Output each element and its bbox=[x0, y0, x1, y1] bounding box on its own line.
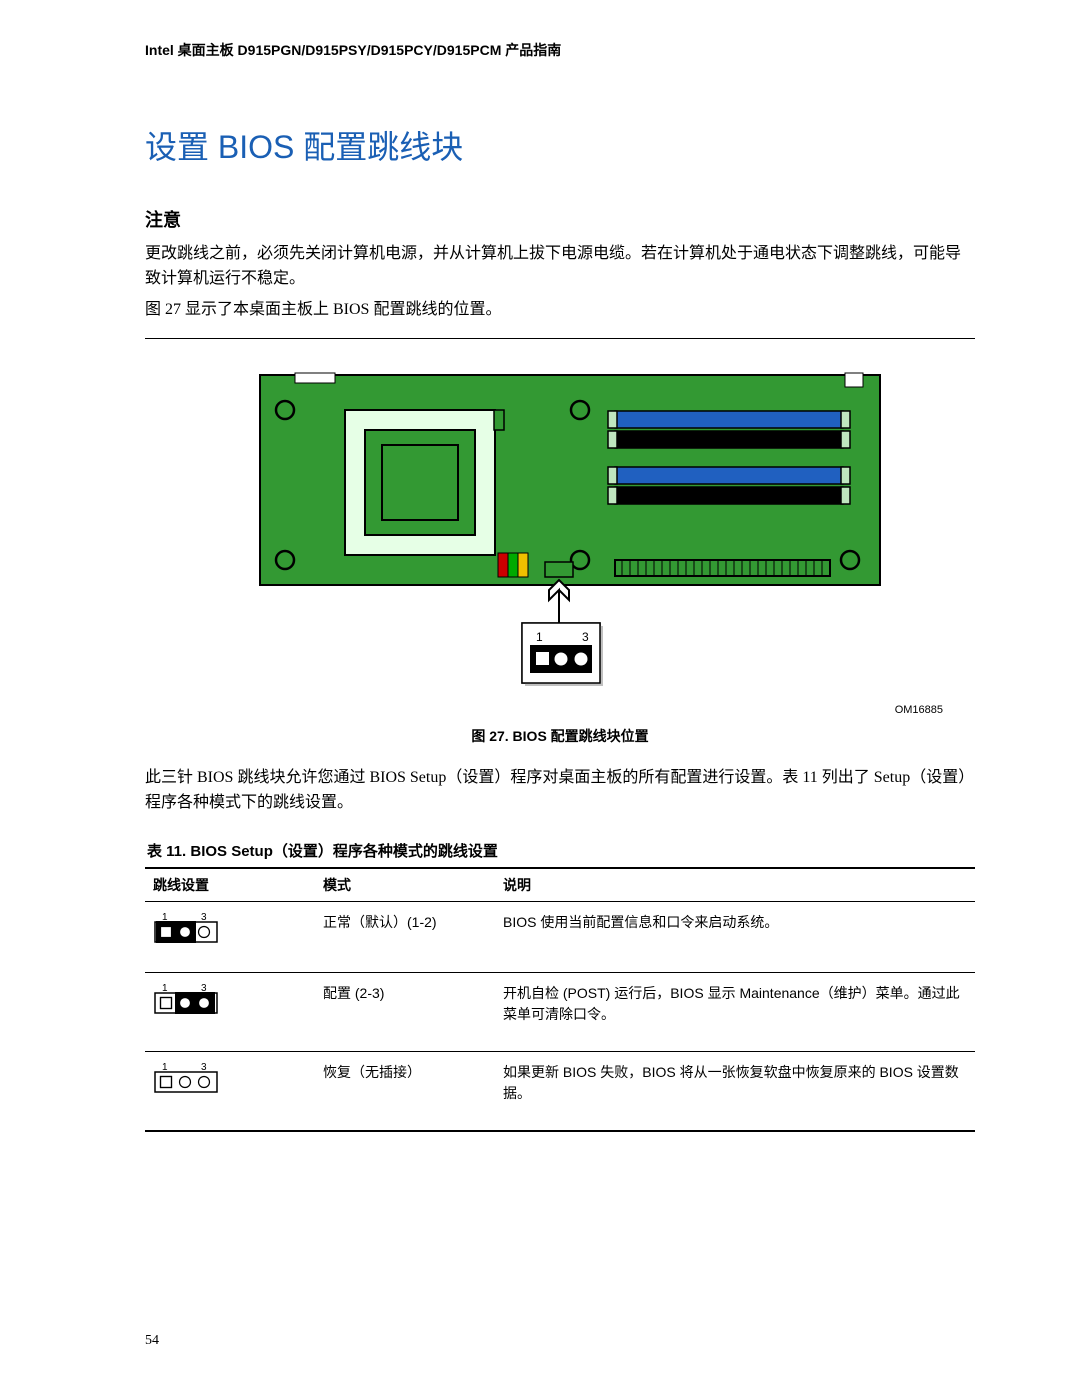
bios-jumper-table: 跳线设置 模式 说明 1 3 正常（默认）(1-2) BIOS 使用当前配置信息… bbox=[145, 867, 975, 1132]
attention-label: 注意 bbox=[145, 206, 975, 232]
document-header: Intel 桌面主板 D915PGN/D915PSY/D915PCY/D915P… bbox=[145, 40, 975, 60]
attention-paragraph-1: 更改跳线之前，必须先关闭计算机电源，并从计算机上拔下电源电缆。若在计算机处于通电… bbox=[145, 242, 975, 292]
cell-jumper: 1 3 bbox=[145, 1051, 315, 1131]
jumper-pin-label-1: 1 bbox=[536, 630, 543, 644]
table-header-desc: 说明 bbox=[495, 868, 975, 902]
table-row: 1 3 正常（默认）(1-2) BIOS 使用当前配置信息和口令来启动系统。 bbox=[145, 901, 975, 972]
attention-paragraph-2: 图 27 显示了本桌面主板上 BIOS 配置跳线的位置。 bbox=[145, 298, 975, 323]
jumper-pin-label-3: 3 bbox=[582, 630, 589, 644]
table-row: 1 3 配置 (2-3) 开机自检 (POST) 运行后，BIOS 显示 Mai… bbox=[145, 972, 975, 1051]
figure-27: 1 3 OM16885 bbox=[145, 365, 975, 716]
cell-desc: 如果更新 BIOS 失败，BIOS 将从一张恢复软盘中恢复原来的 BIOS 设置… bbox=[495, 1051, 975, 1131]
cell-desc: 开机自检 (POST) 运行后，BIOS 显示 Maintenance（维护）菜… bbox=[495, 972, 975, 1051]
page-number: 54 bbox=[145, 1333, 159, 1349]
after-figure-paragraph: 此三针 BIOS 跳线块允许您通过 BIOS Setup（设置）程序对桌面主板的… bbox=[145, 766, 975, 816]
cell-jumper: 1 3 bbox=[145, 901, 315, 972]
page-title: 设置 BIOS 配置跳线块 bbox=[145, 122, 975, 168]
table-header-mode: 模式 bbox=[315, 868, 495, 902]
figure-refnum: OM16885 bbox=[145, 704, 943, 716]
section-divider bbox=[145, 338, 975, 339]
cell-jumper: 1 3 bbox=[145, 972, 315, 1051]
table-row: 1 3 恢复（无插接） 如果更新 BIOS 失败，BIOS 将从一张恢复软盘中恢… bbox=[145, 1051, 975, 1131]
figure-caption: 图 27. BIOS 配置跳线块位置 bbox=[145, 726, 975, 746]
cell-mode: 配置 (2-3) bbox=[315, 972, 495, 1051]
cell-mode: 正常（默认）(1-2) bbox=[315, 901, 495, 972]
table-title: 表 11. BIOS Setup（设置）程序各种模式的跳线设置 bbox=[147, 840, 975, 861]
cell-desc: BIOS 使用当前配置信息和口令来启动系统。 bbox=[495, 901, 975, 972]
motherboard-diagram: 1 3 bbox=[210, 365, 910, 695]
cell-mode: 恢复（无插接） bbox=[315, 1051, 495, 1131]
table-header-jumper: 跳线设置 bbox=[145, 868, 315, 902]
